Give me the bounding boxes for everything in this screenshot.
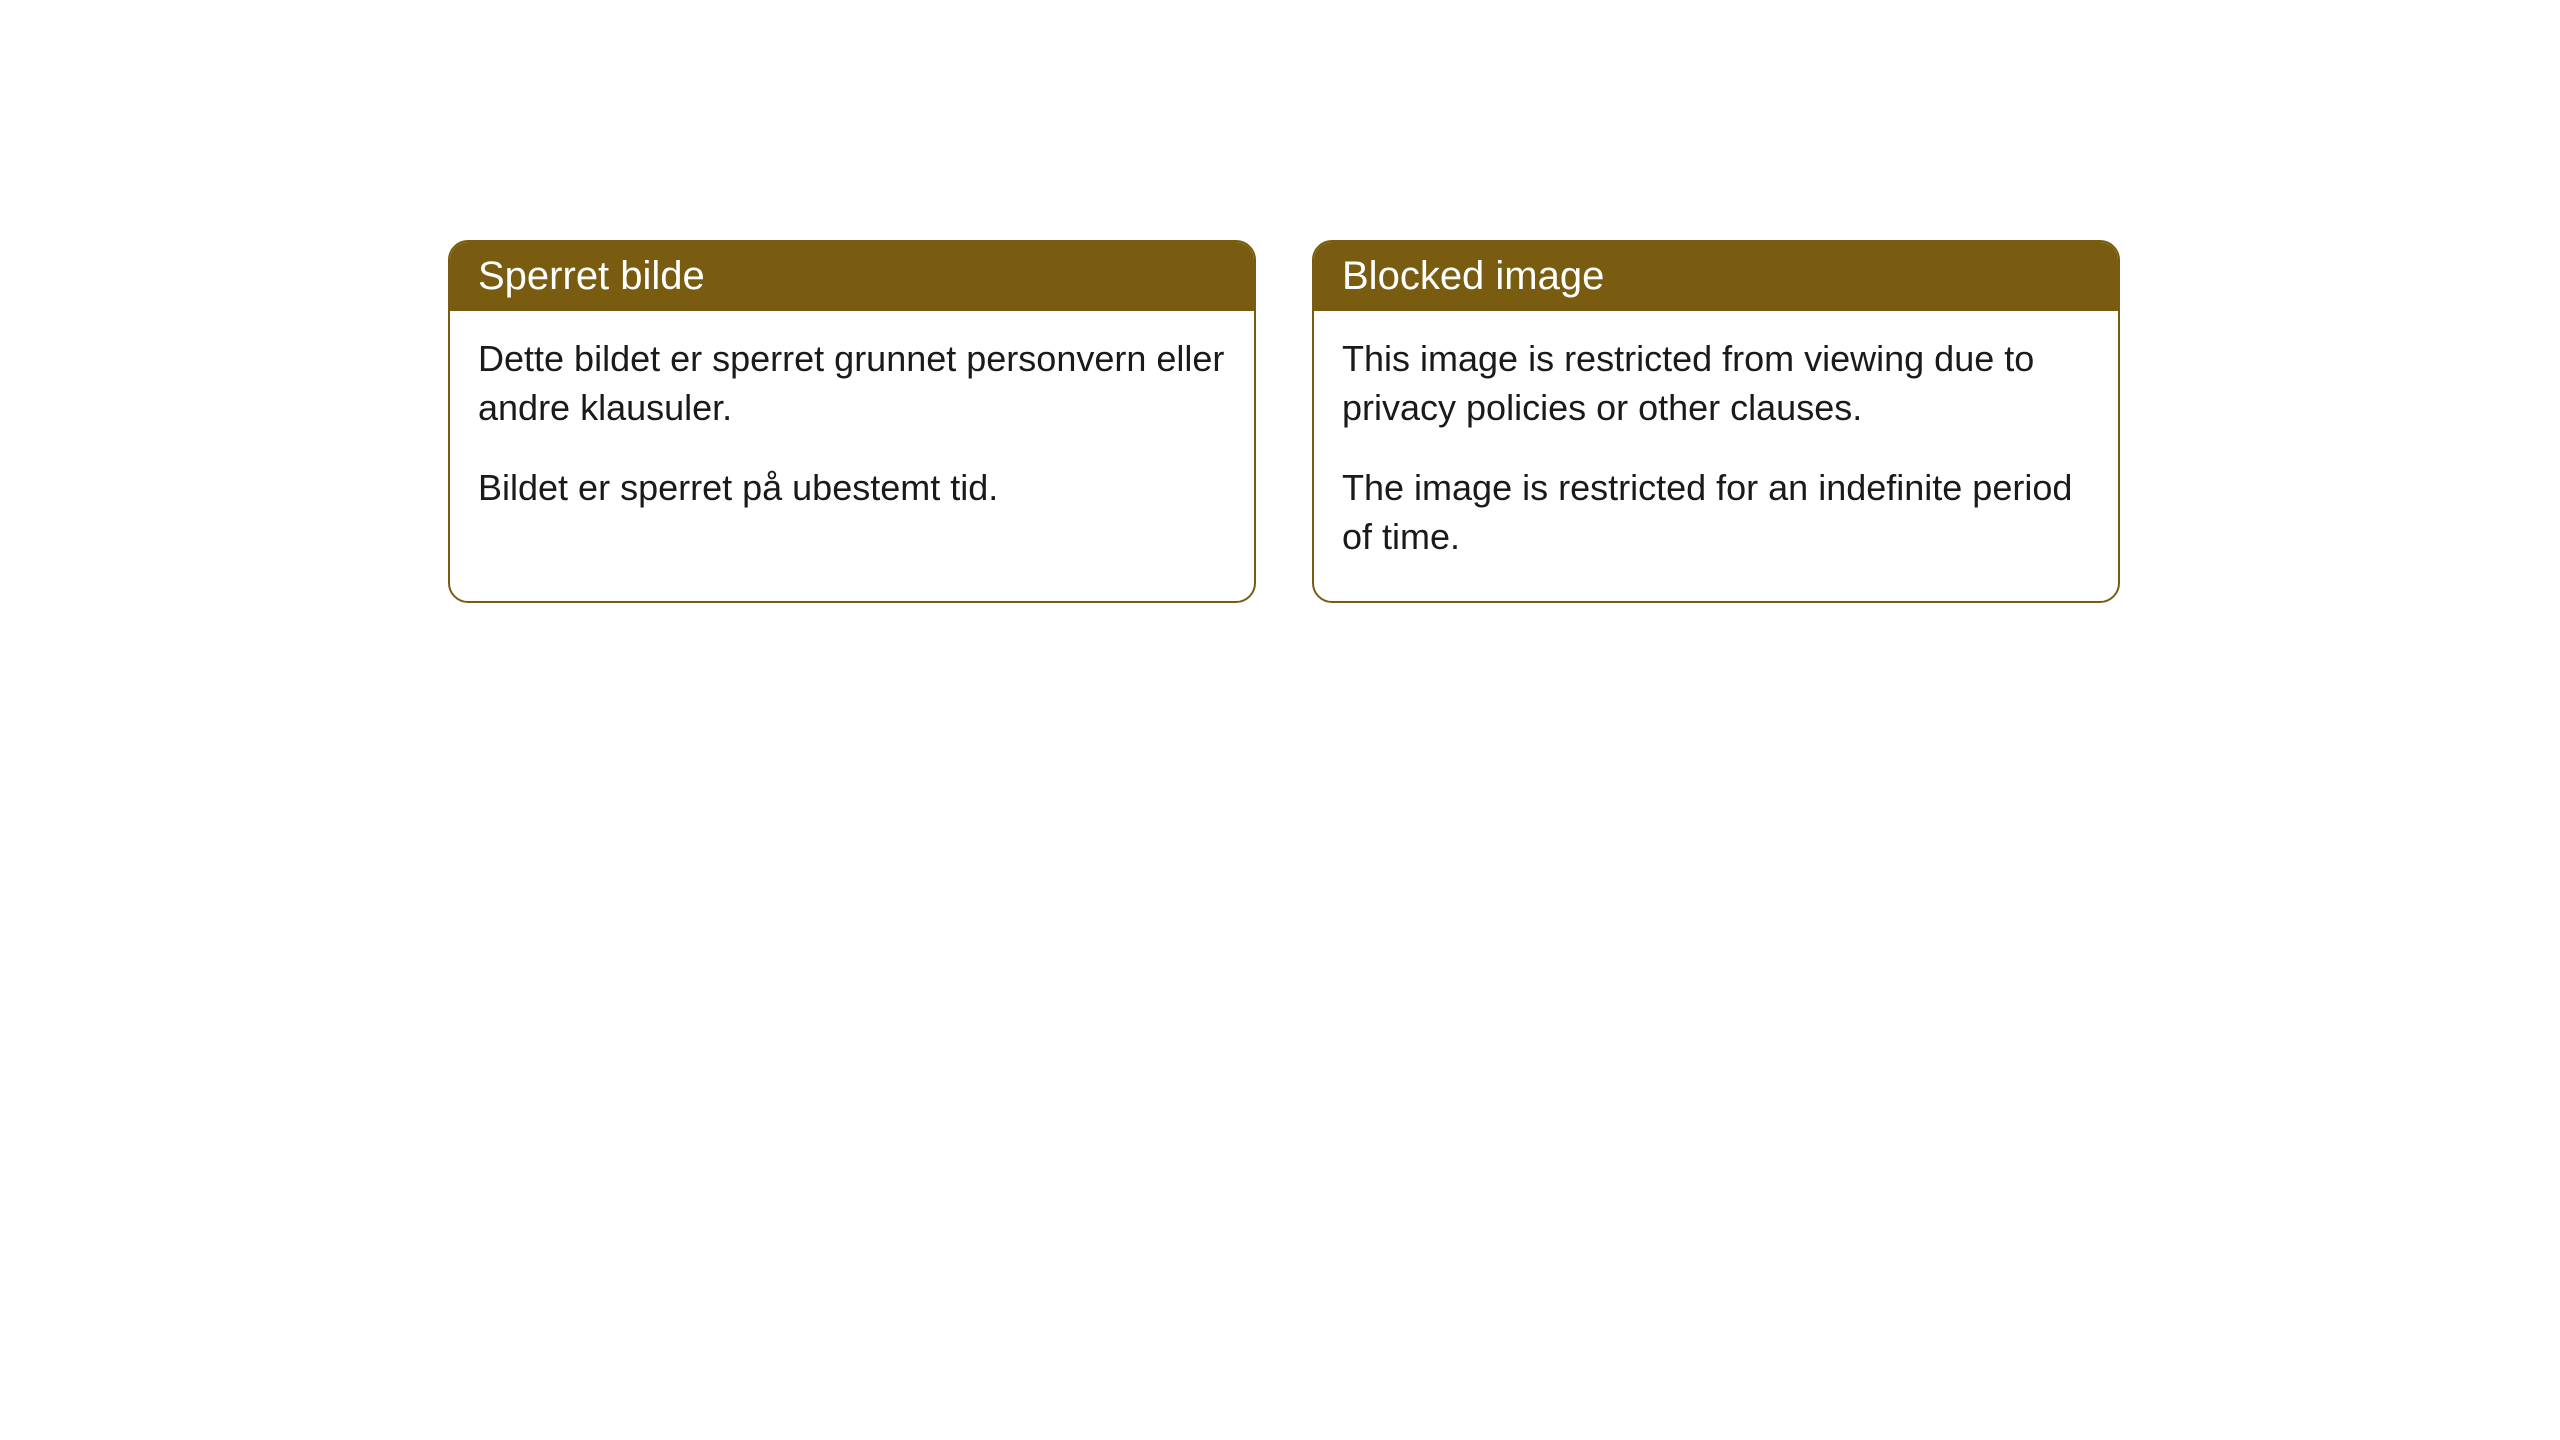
notice-container: Sperret bilde Dette bildet er sperret gr… [0, 0, 2560, 603]
notice-header: Sperret bilde [450, 242, 1254, 311]
notice-title: Sperret bilde [478, 254, 705, 298]
notice-paragraph: Dette bildet er sperret grunnet personve… [478, 335, 1226, 432]
notice-card-norwegian: Sperret bilde Dette bildet er sperret gr… [448, 240, 1256, 603]
notice-paragraph: The image is restricted for an indefinit… [1342, 464, 2090, 561]
notice-body: This image is restricted from viewing du… [1314, 311, 2118, 601]
notice-body: Dette bildet er sperret grunnet personve… [450, 311, 1254, 553]
notice-paragraph: This image is restricted from viewing du… [1342, 335, 2090, 432]
notice-header: Blocked image [1314, 242, 2118, 311]
notice-paragraph: Bildet er sperret på ubestemt tid. [478, 464, 1226, 513]
notice-title: Blocked image [1342, 254, 1604, 298]
notice-card-english: Blocked image This image is restricted f… [1312, 240, 2120, 603]
